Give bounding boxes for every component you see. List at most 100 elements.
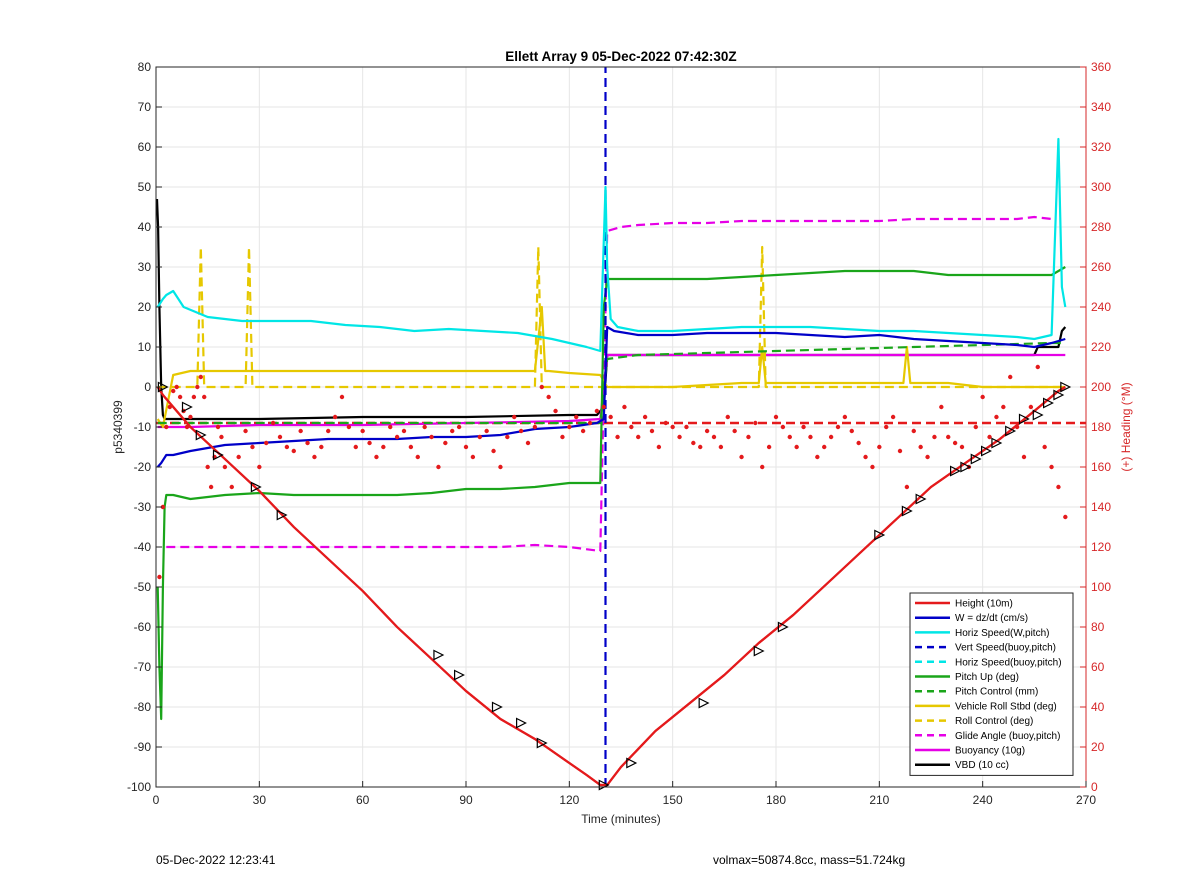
heading-point [698,444,703,450]
heading-point [760,464,765,470]
heading-point [401,428,407,434]
heading-point [870,464,875,470]
series-line-pitch-control-mm [157,341,1066,425]
heading-point [456,424,462,430]
y-tick-label: 50 [138,180,152,194]
heading-point [794,444,799,450]
heading-point [394,434,400,440]
heading-point [160,504,166,510]
heading-point [863,454,868,460]
height-marker [901,505,913,517]
y-right-tick-label: 160 [1091,460,1111,474]
heading-point [188,414,193,420]
y-tick-label: -90 [134,740,152,754]
heading-point [904,484,910,490]
heading-point [939,404,944,410]
legend-label: Pitch Control (mm) [955,687,1038,698]
y-tick-label: -60 [134,620,152,634]
heading-point [277,434,283,440]
series-line-buoyancy-10g [157,353,1066,429]
heading-point [663,420,668,426]
heading-point [711,434,717,440]
heading-point [1042,444,1047,450]
heading-point [567,424,572,430]
heading-point [1021,454,1027,460]
y-tick-label: 80 [138,60,152,74]
x-axis-label: Time (minutes) [581,812,661,826]
legend-label: Vert Speed(buoy,pitch) [955,643,1056,654]
height-marker [516,717,527,729]
heading-point [601,404,606,410]
heading-point [594,408,600,414]
series-line-vehicle-roll-stbd-deg [156,305,1066,429]
heading-point [959,444,965,450]
heading-point [691,440,696,446]
height-marker [991,437,1003,449]
heading-point [222,464,228,470]
heading-point [1049,464,1054,470]
heading-point [897,448,903,454]
heading-point [677,434,682,440]
y-right-tick-label: 220 [1091,340,1111,354]
heading-point [174,384,179,390]
series-line-pitch-up-deg [156,266,1066,721]
heading-point [319,444,324,450]
heading-point [780,424,786,430]
chart-title: Ellett Array 9 05-Dec-2022 07:42:30Z [505,49,736,64]
heading-point [539,384,544,390]
heading-point [1008,374,1013,380]
heading-point [195,384,200,390]
heading-point [171,388,176,394]
y-right-tick-label: 60 [1091,660,1105,674]
y-tick-label: -40 [134,540,152,554]
heading-point [164,424,169,430]
heading-point [801,424,806,430]
x-tick-label: 60 [356,793,370,807]
height-marker [950,465,961,477]
heading-point [1035,364,1040,370]
heading-point [512,414,517,420]
height-marker [181,401,193,413]
axes-layer: 0 30 60 90 120 150 180 210 240 270-100-90-80-70-6… [127,60,1111,807]
heading-point [243,428,248,434]
height-marker [276,509,288,521]
heading-point [518,428,524,434]
heading-point [753,420,758,426]
series-line-w-dz-dt-cm-s [156,325,1066,468]
y-right-tick-label: 280 [1091,220,1111,234]
y-right-axis-label: (+) Heading (°M) [1119,382,1133,471]
heading-point [546,394,551,400]
x-tick-label: 90 [459,793,473,807]
height-marker [698,697,710,709]
heading-point [326,428,331,434]
x-tick-label: 210 [869,793,889,807]
heading-point [236,454,241,460]
height-marker [1005,425,1017,437]
heading-point [884,424,889,430]
heading-point [470,454,476,460]
height-marker [753,645,765,657]
legend-label: Height (10m) [955,599,1013,610]
heading-point [746,434,751,440]
height-marker [212,449,224,461]
heading-point [1063,514,1068,520]
y-tick-label: -70 [134,660,152,674]
height-marker [874,529,886,541]
heading-point [374,454,379,460]
heading-point [257,464,262,470]
y-right-tick-label: 100 [1091,580,1111,594]
height-marker [250,481,262,493]
heading-point [415,454,420,460]
height-marker [981,445,992,457]
height-marker [454,669,465,681]
height-marker [433,649,445,661]
heading-point [553,408,558,414]
heading-point [381,444,386,450]
y-right-tick-label: 180 [1091,420,1111,434]
height-marker [1060,381,1072,393]
heading-point [270,420,276,426]
heading-point [215,424,221,430]
heading-point [718,444,724,450]
legend-label: W = dz/dt (cm/s) [955,613,1028,624]
heading-point [1028,404,1034,410]
